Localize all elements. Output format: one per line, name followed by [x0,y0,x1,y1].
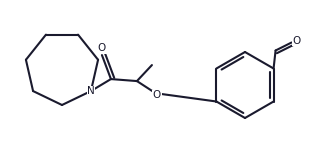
Text: N: N [87,86,95,96]
Text: O: O [153,90,161,100]
Text: O: O [293,36,301,45]
Text: O: O [98,43,106,53]
